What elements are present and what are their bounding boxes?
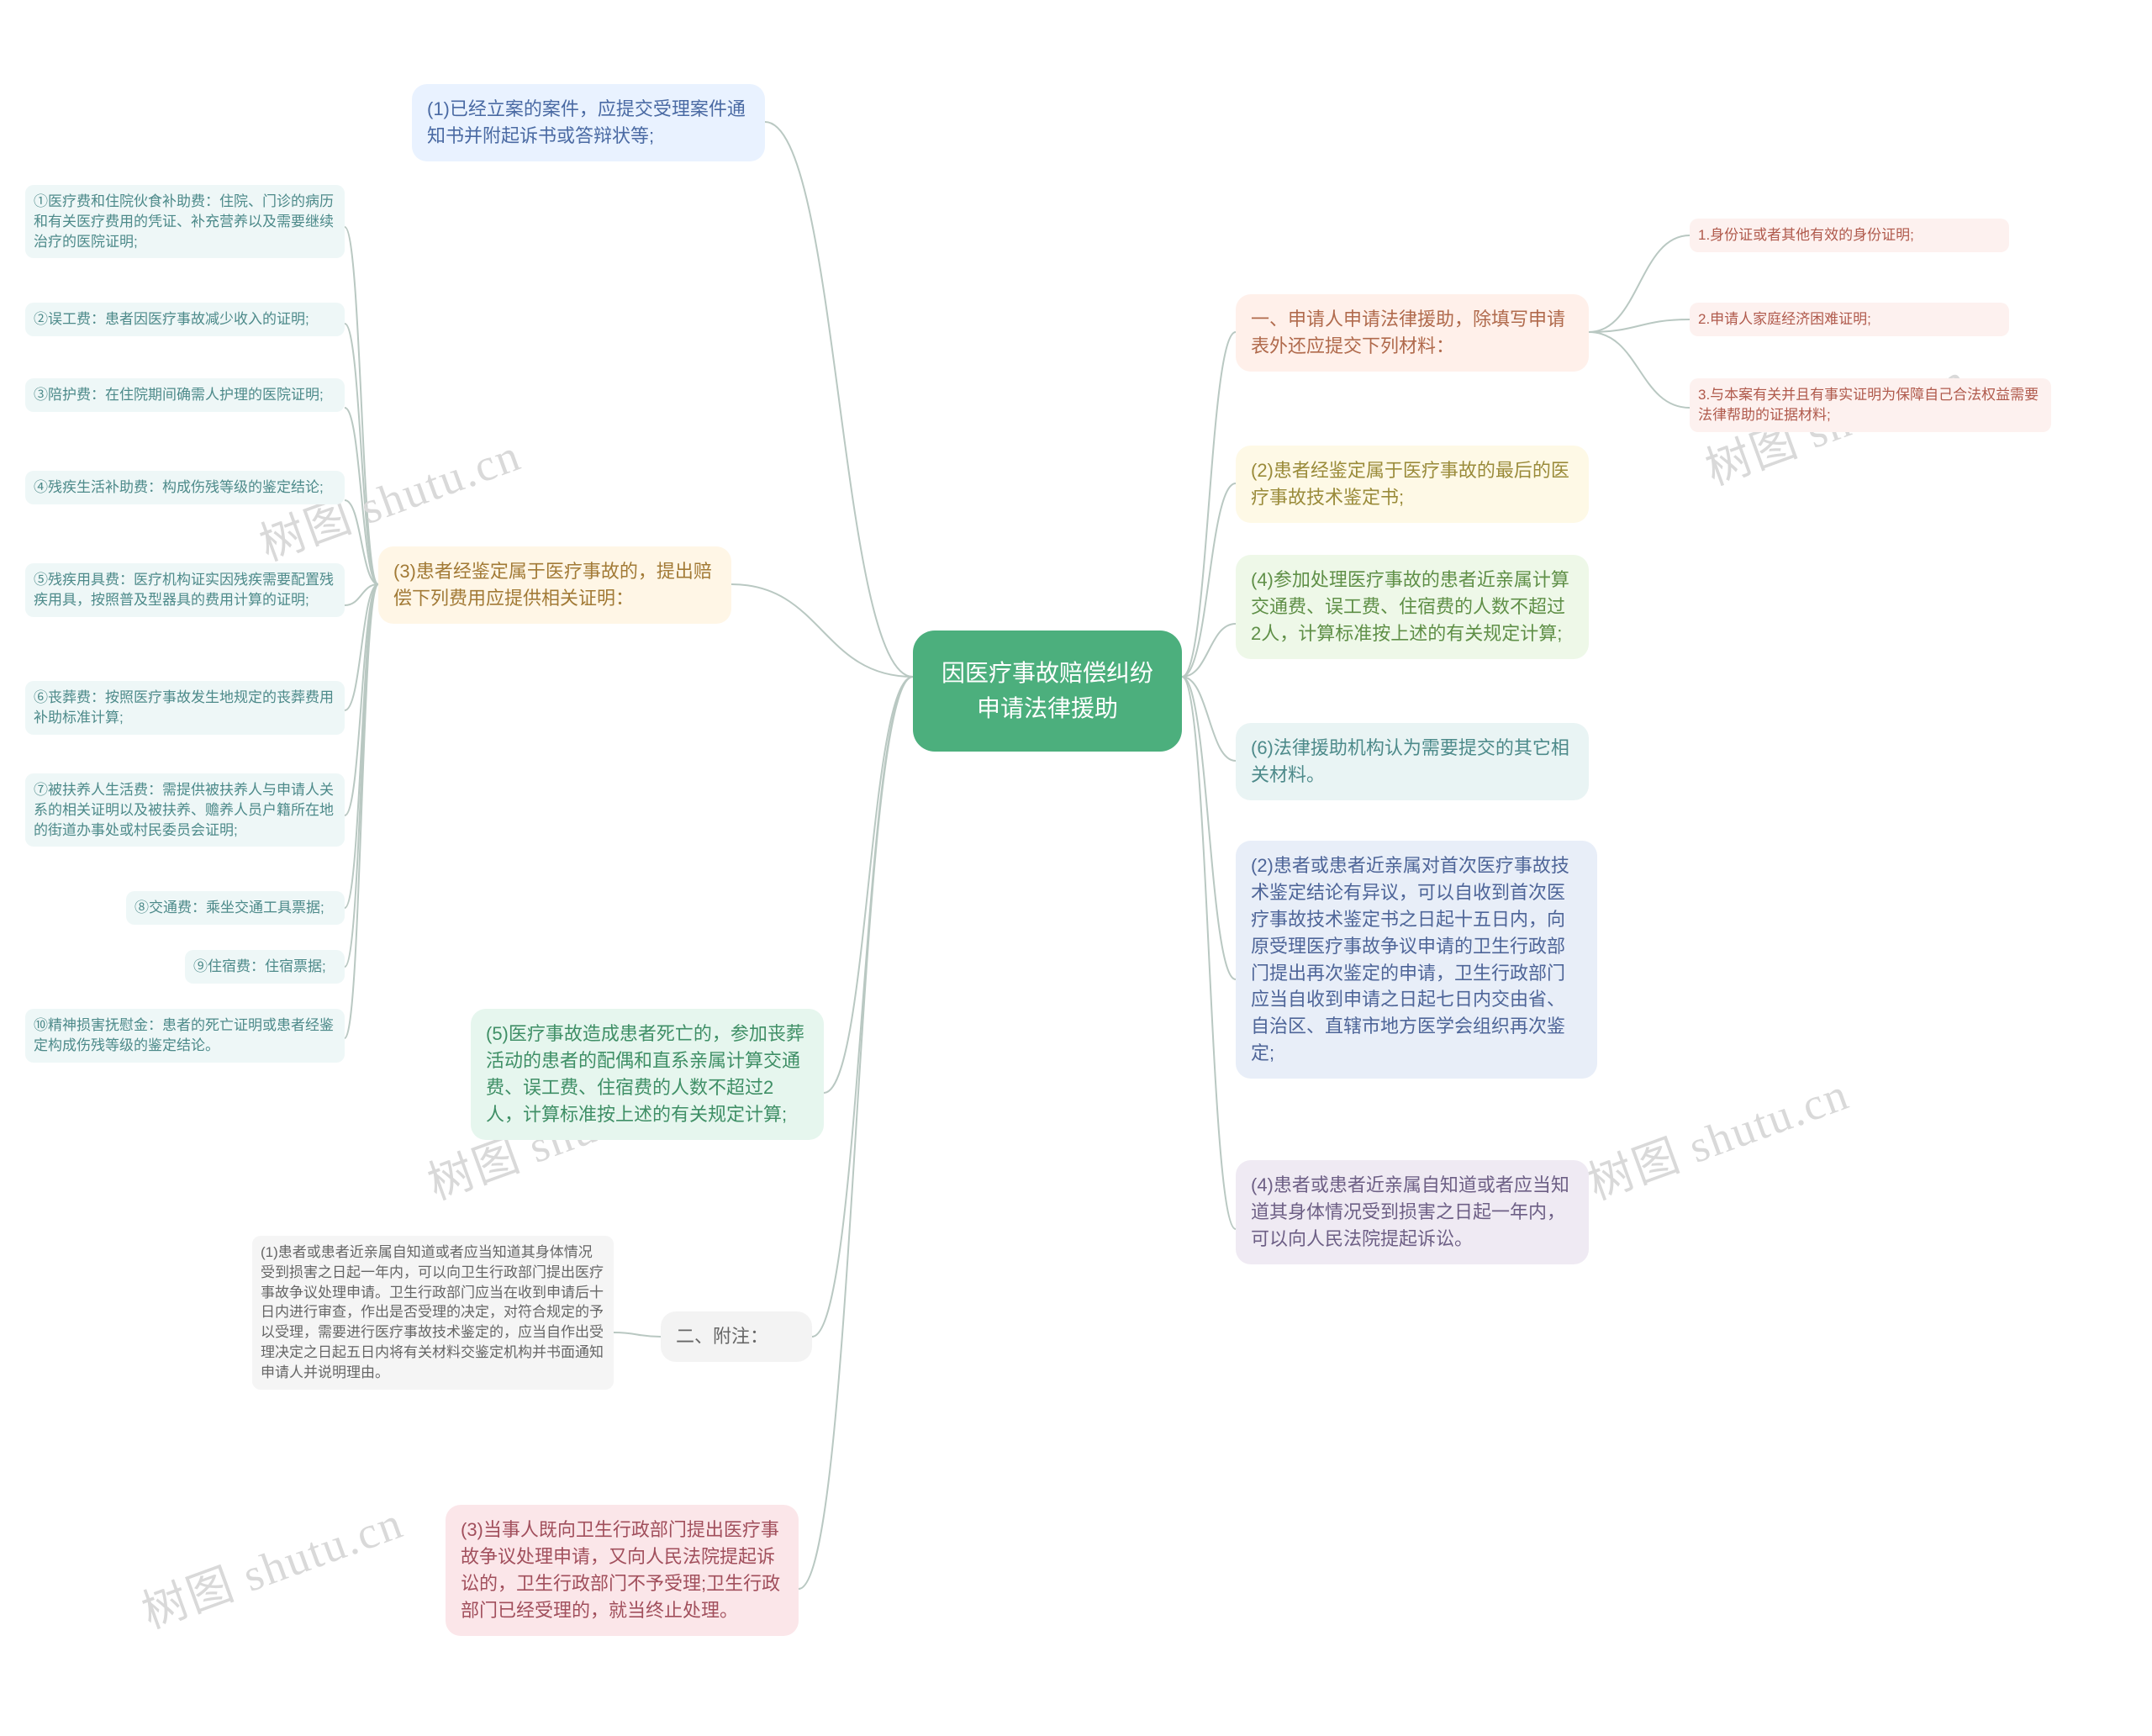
- edge-layer: [0, 0, 2152, 1736]
- branch-node: (3)当事人既向卫生行政部门提出医疗事故争议处理申请，又向人民法院提起诉讼的，卫…: [446, 1505, 799, 1636]
- leaf-node: ⑧交通费：乘坐交通工具票据;: [126, 891, 345, 925]
- leaf-node: ③陪护费：在住院期间确需人护理的医院证明;: [25, 378, 345, 412]
- center-node: 因医疗事故赔偿纠纷申请法律援助: [913, 631, 1182, 752]
- leaf-node: ④残疾生活补助费：构成伤残等级的鉴定结论;: [25, 471, 345, 504]
- branch-node: (2)患者经鉴定属于医疗事故的最后的医疗事故技术鉴定书;: [1236, 446, 1589, 523]
- leaf-node: (1)患者或患者近亲属自知道或者应当知道其身体情况受到损害之日起一年内，可以向卫…: [252, 1236, 614, 1390]
- leaf-node: ①医疗费和住院伙食补助费：住院、门诊的病历和有关医疗费用的凭证、补充营养以及需要…: [25, 185, 345, 258]
- branch-node: (1)已经立案的案件，应提交受理案件通知书并附起诉书或答辩状等;: [412, 84, 765, 161]
- branch-node: (4)患者或患者近亲属自知道或者应当知道其身体情况受到损害之日起一年内，可以向人…: [1236, 1160, 1589, 1264]
- branch-node: (2)患者或患者近亲属对首次医疗事故技术鉴定结论有异议，可以自收到首次医疗事故技…: [1236, 841, 1597, 1079]
- branch-node: 二、附注：: [661, 1311, 812, 1362]
- branch-node: (4)参加处理医疗事故的患者近亲属计算交通费、误工费、住宿费的人数不超过2人，计…: [1236, 555, 1589, 659]
- leaf-node: ⑨住宿费：住宿票据;: [185, 950, 345, 984]
- leaf-node: 3.与本案有关并且有事实证明为保障自己合法权益需要法律帮助的证据材料;: [1690, 378, 2051, 432]
- leaf-node: ⑩精神损害抚慰金：患者的死亡证明或患者经鉴定构成伤残等级的鉴定结论。: [25, 1009, 345, 1063]
- branch-node: (3)患者经鉴定属于医疗事故的，提出赔偿下列费用应提供相关证明：: [378, 546, 731, 624]
- branch-node: (6)法律援助机构认为需要提交的其它相关材料。: [1236, 723, 1589, 800]
- leaf-node: ⑤残疾用具费：医疗机构证实因残疾需要配置残疾用具，按照普及型器具的费用计算的证明…: [25, 563, 345, 617]
- branch-node: 一、申请人申请法律援助，除填写申请表外还应提交下列材料：: [1236, 294, 1589, 372]
- leaf-node: ⑦被扶养人生活费：需提供被扶养人与申请人关系的相关证明以及被扶养、赡养人员户籍所…: [25, 773, 345, 847]
- leaf-node: ⑥丧葬费：按照医疗事故发生地规定的丧葬费用补助标准计算;: [25, 681, 345, 735]
- watermark: 树图 shutu.cn: [1577, 1057, 1856, 1212]
- branch-node: (5)医疗事故造成患者死亡的，参加丧葬活动的患者的配偶和直系亲属计算交通费、误工…: [471, 1009, 824, 1140]
- leaf-node: ②误工费：患者因医疗事故减少收入的证明;: [25, 303, 345, 336]
- leaf-node: 1.身份证或者其他有效的身份证明;: [1690, 219, 2009, 252]
- watermark: 树图 shutu.cn: [131, 1485, 410, 1641]
- leaf-node: 2.申请人家庭经济困难证明;: [1690, 303, 2009, 336]
